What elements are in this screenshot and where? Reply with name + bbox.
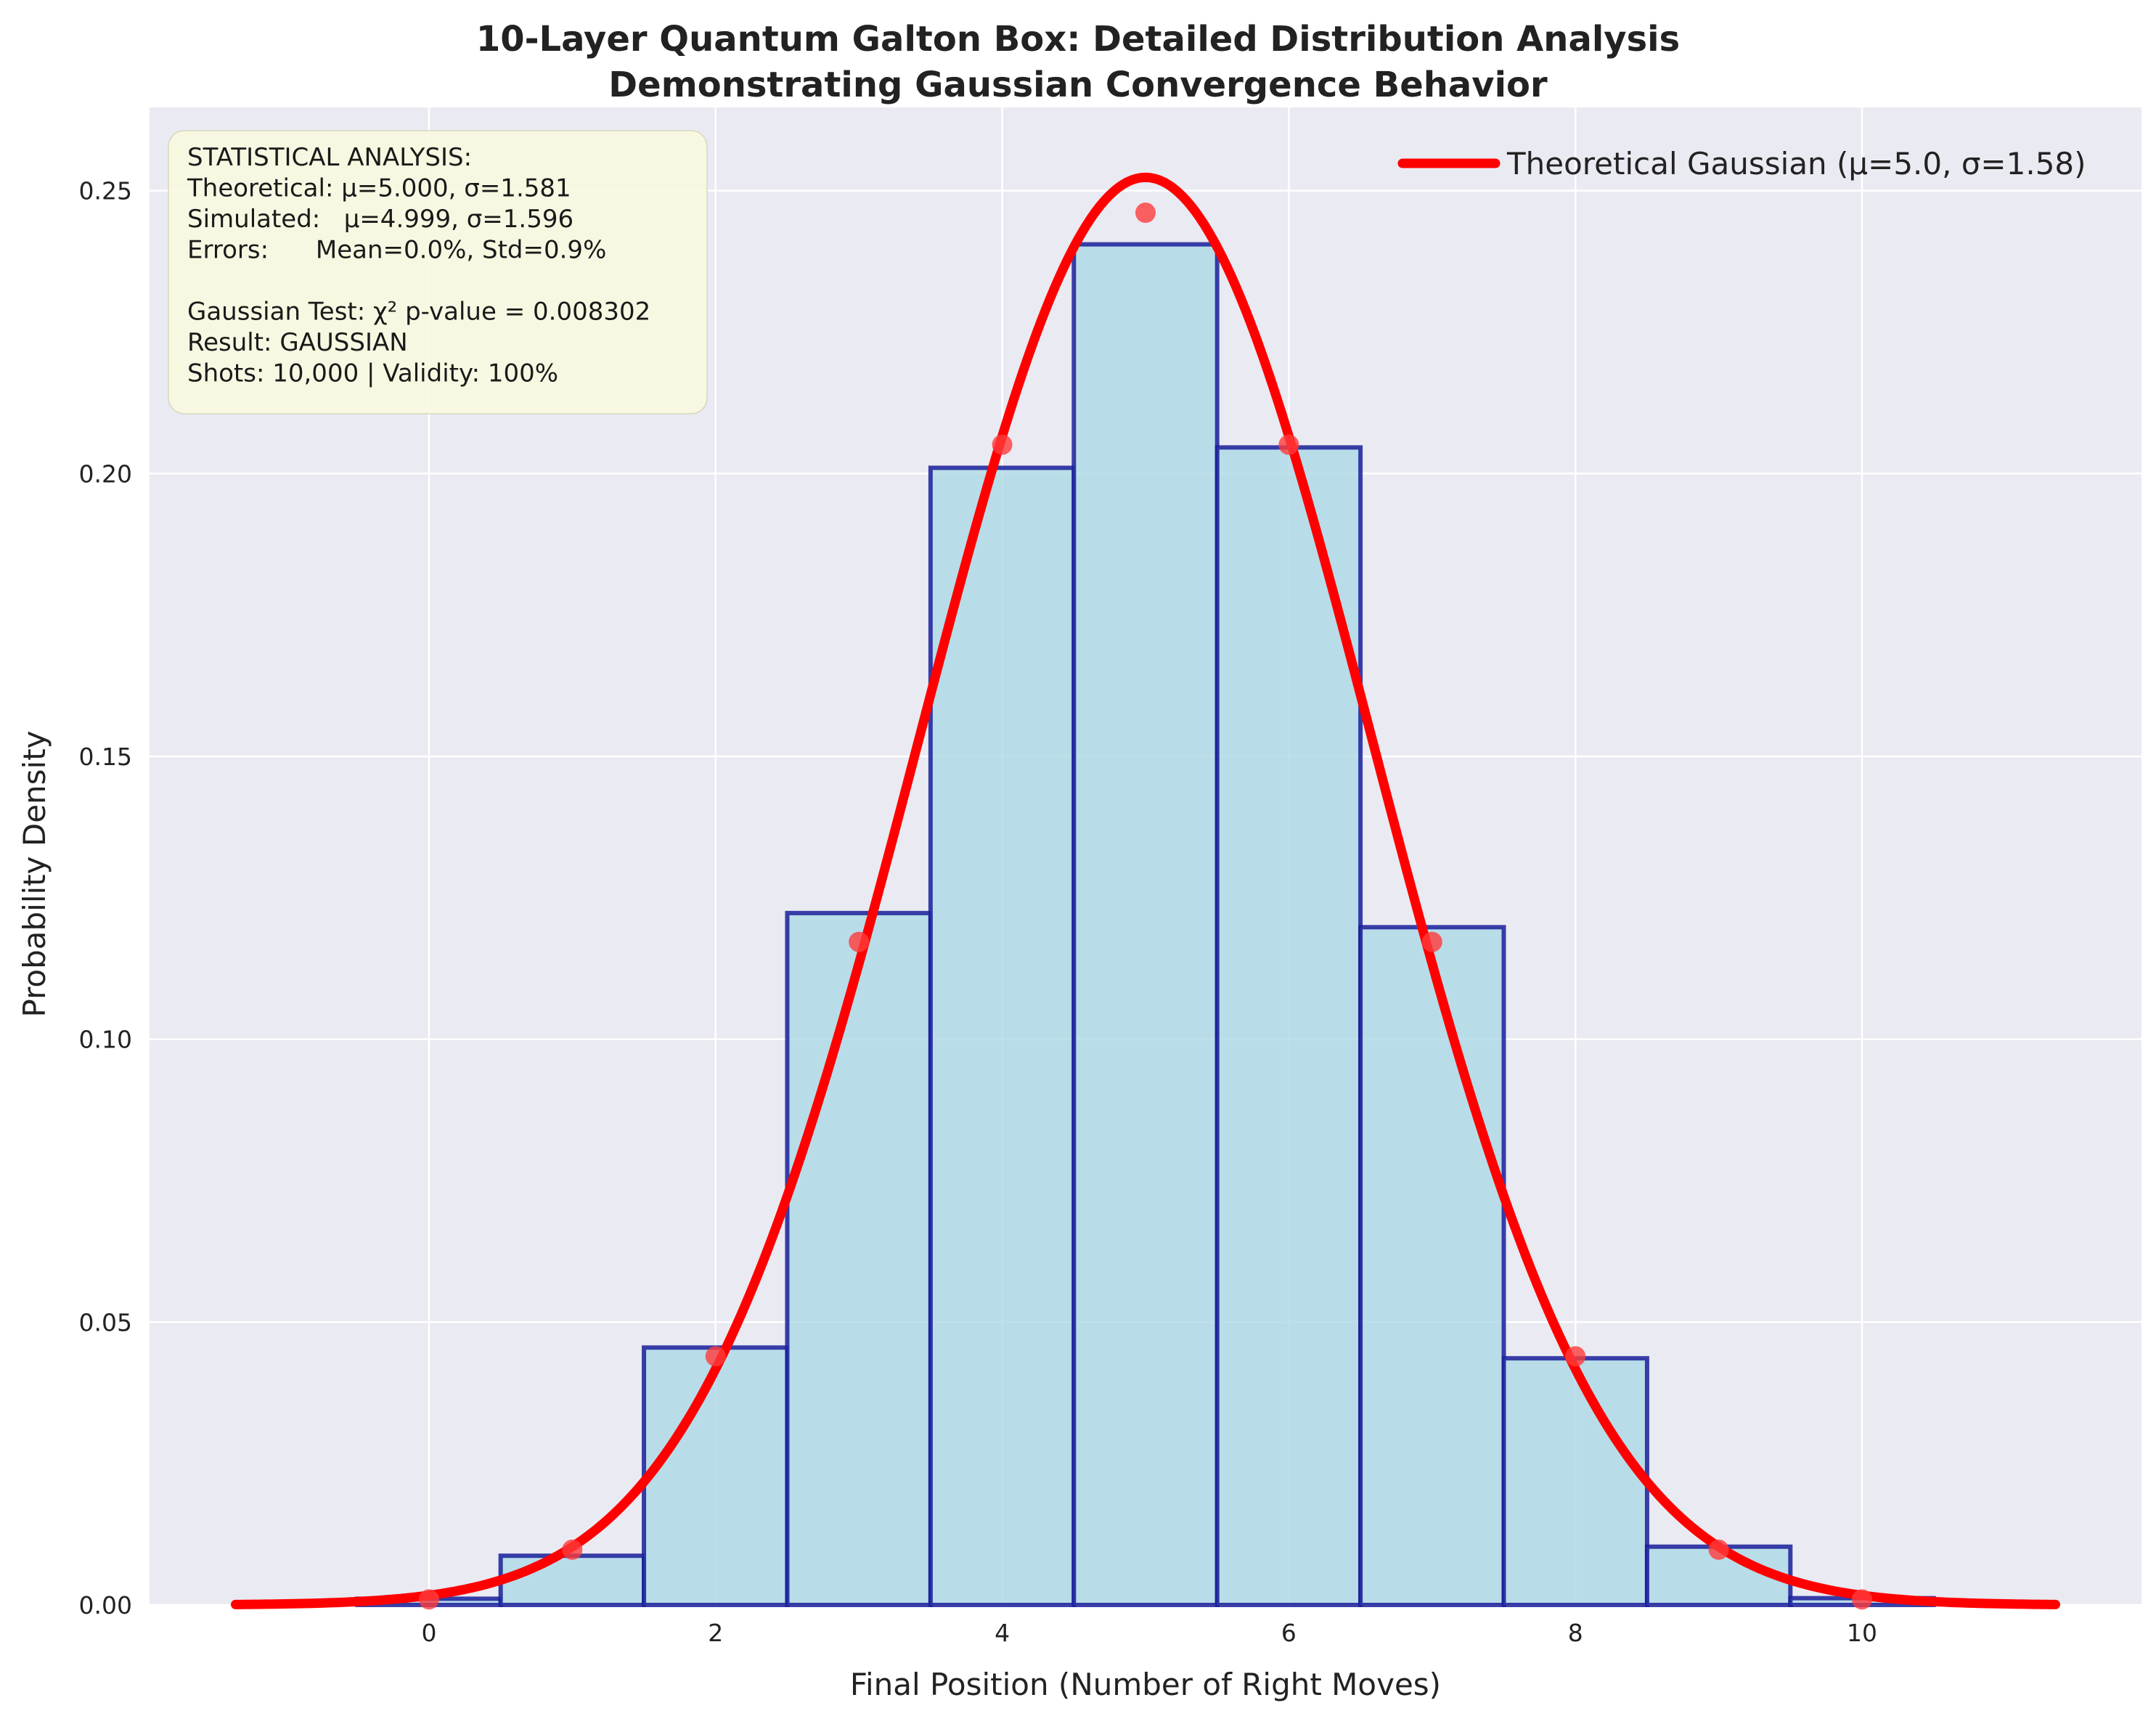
gaussian-curve-line [230,172,2061,1609]
x-tick-label: 0 [421,1619,436,1647]
y-tick-label: 0.25 [79,177,132,205]
histogram-bar [1501,1356,1649,1608]
histogram-bar [498,1553,647,1608]
stats-line: Theoretical: μ=5.000, σ=1.581 [187,174,571,203]
binomial-point [1708,1539,1729,1560]
binomial-point [1565,1346,1586,1367]
y-tick-label: 0.20 [79,459,132,488]
binomial-point [1278,434,1299,455]
x-tick-label: 8 [1568,1619,1583,1647]
binomial-point [849,931,870,952]
chart-title-line-1: 10-Layer Quantum Galton Box: Detailed Di… [476,19,1680,60]
histogram-bar [1358,925,1506,1607]
y-tick-label: 0.10 [79,1026,132,1054]
binomial-point [562,1539,583,1560]
x-tick-label: 10 [1847,1619,1877,1647]
binomial-point [992,434,1013,455]
x-axis-label: Final Position (Number of Right Moves) [850,1667,1441,1702]
y-axis-label: Probability Density [17,730,52,1017]
binomial-point [1421,931,1442,952]
stats-line: STATISTICAL ANALYSIS: [187,143,472,172]
binomial-point [1135,203,1156,224]
histogram-bar [785,910,933,1608]
histogram-bar [928,465,1077,1607]
x-tick-label: 6 [1281,1619,1297,1647]
binomial-point [1852,1589,1873,1610]
stats-line: Errors: Mean=0.0%, Std=0.9% [187,236,606,265]
stats-line: Simulated: μ=4.999, σ=1.596 [187,205,573,234]
binomial-point [418,1589,439,1610]
stats-line: Shots: 10,000 | Validity: 100% [187,359,558,388]
binomial-point [705,1346,726,1367]
stats-line: Gaussian Test: χ² p-value = 0.008302 [187,298,650,327]
x-tick-label: 2 [708,1619,723,1647]
histogram-bar [642,1345,790,1608]
x-tick-label: 4 [995,1619,1010,1647]
histogram-bar [1071,242,1220,1607]
chart-title-line-2: Demonstrating Gaussian Convergence Behav… [608,65,1548,105]
y-tick-label: 0.05 [79,1308,132,1336]
y-tick-label: 0.15 [79,743,132,771]
stats-box [168,130,708,414]
legend-label: Theoretical Gaussian (μ=5.0, σ=1.58) [1506,146,2086,181]
stats-line: Result: GAUSSIAN [187,328,408,357]
y-tick-label: 0.00 [79,1591,132,1619]
